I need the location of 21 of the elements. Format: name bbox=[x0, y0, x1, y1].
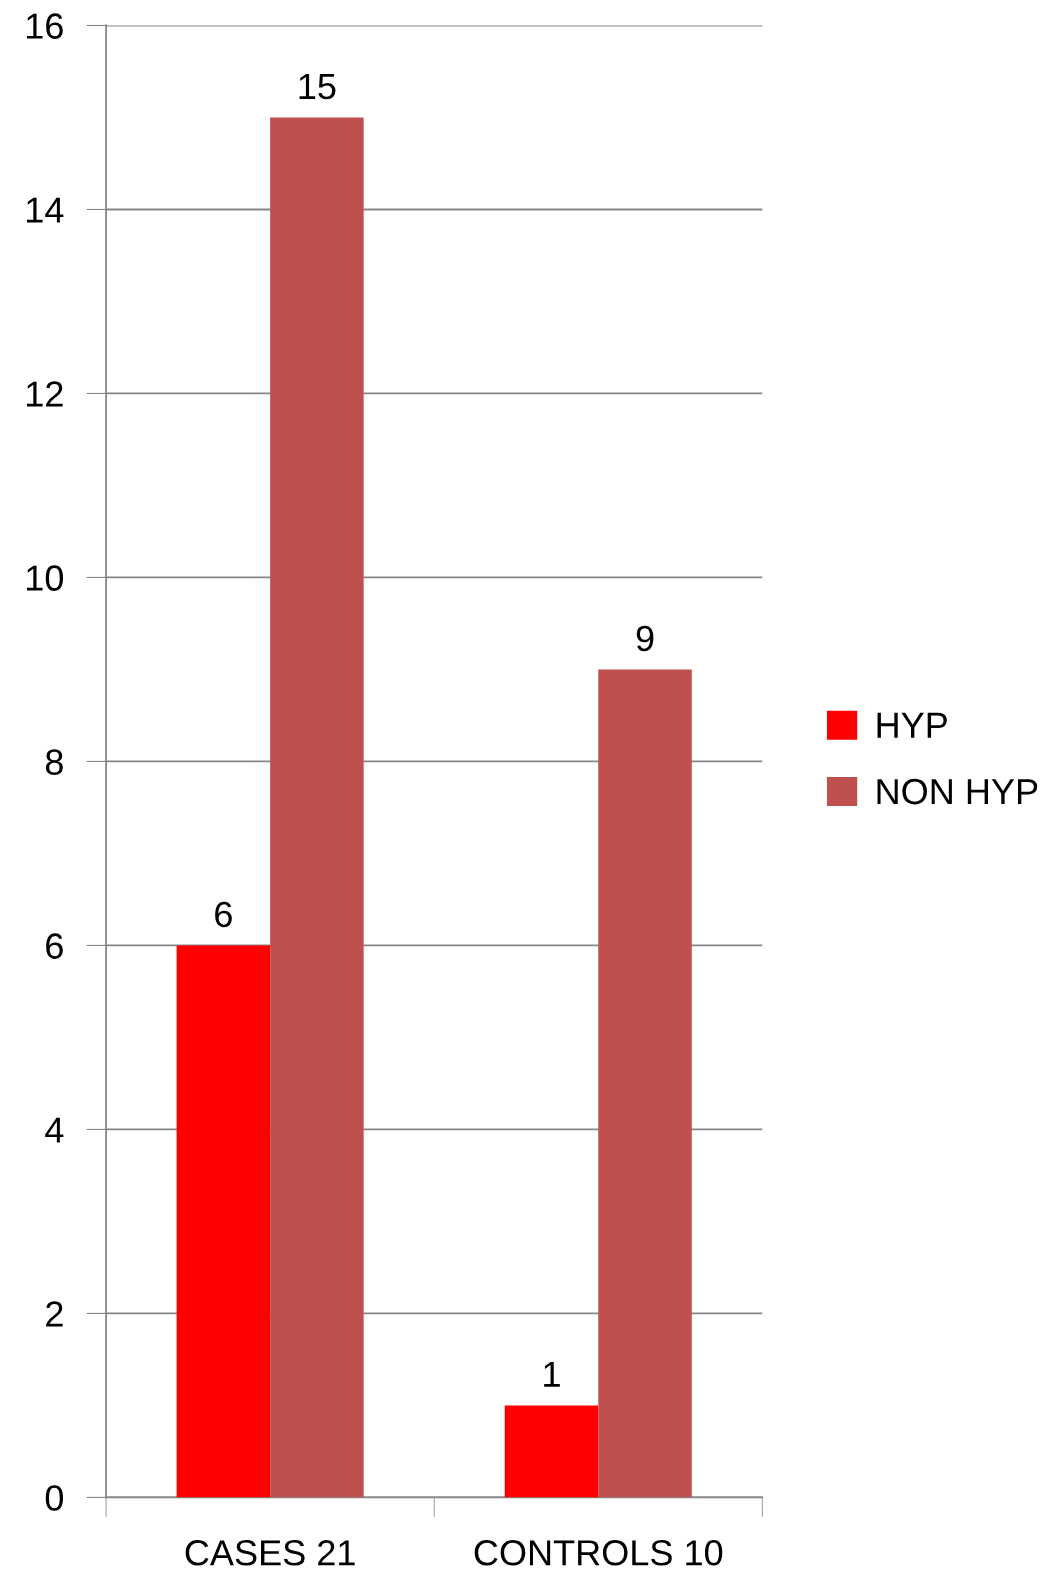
bar bbox=[504, 1405, 599, 1498]
y-tick-label: 6 bbox=[46, 933, 63, 959]
y-tick-label: 4 bbox=[45, 1117, 64, 1143]
bar bbox=[270, 117, 364, 1498]
bar bbox=[598, 669, 692, 1498]
data-label: 6 bbox=[215, 901, 232, 928]
y-tick-label: 12 bbox=[27, 381, 63, 407]
y-tick-label: 16 bbox=[27, 13, 63, 39]
y-tick-label: 14 bbox=[27, 197, 64, 223]
y-tick-label: 0 bbox=[45, 1485, 63, 1511]
y-tick-label: 2 bbox=[46, 1301, 63, 1327]
data-label: 9 bbox=[636, 625, 654, 652]
y-tick-label: 10 bbox=[27, 565, 63, 591]
x-tick-label: CONTROLS 10 bbox=[474, 1540, 723, 1566]
data-label: 15 bbox=[299, 74, 336, 100]
legend-label: NON HYP bbox=[877, 778, 1038, 805]
y-tick-label: 8 bbox=[45, 749, 63, 775]
bar bbox=[176, 945, 271, 1498]
legend-label: HYP bbox=[877, 712, 947, 738]
data-label: 1 bbox=[544, 1361, 560, 1387]
x-tick-label: CASES 21 bbox=[185, 1540, 355, 1566]
